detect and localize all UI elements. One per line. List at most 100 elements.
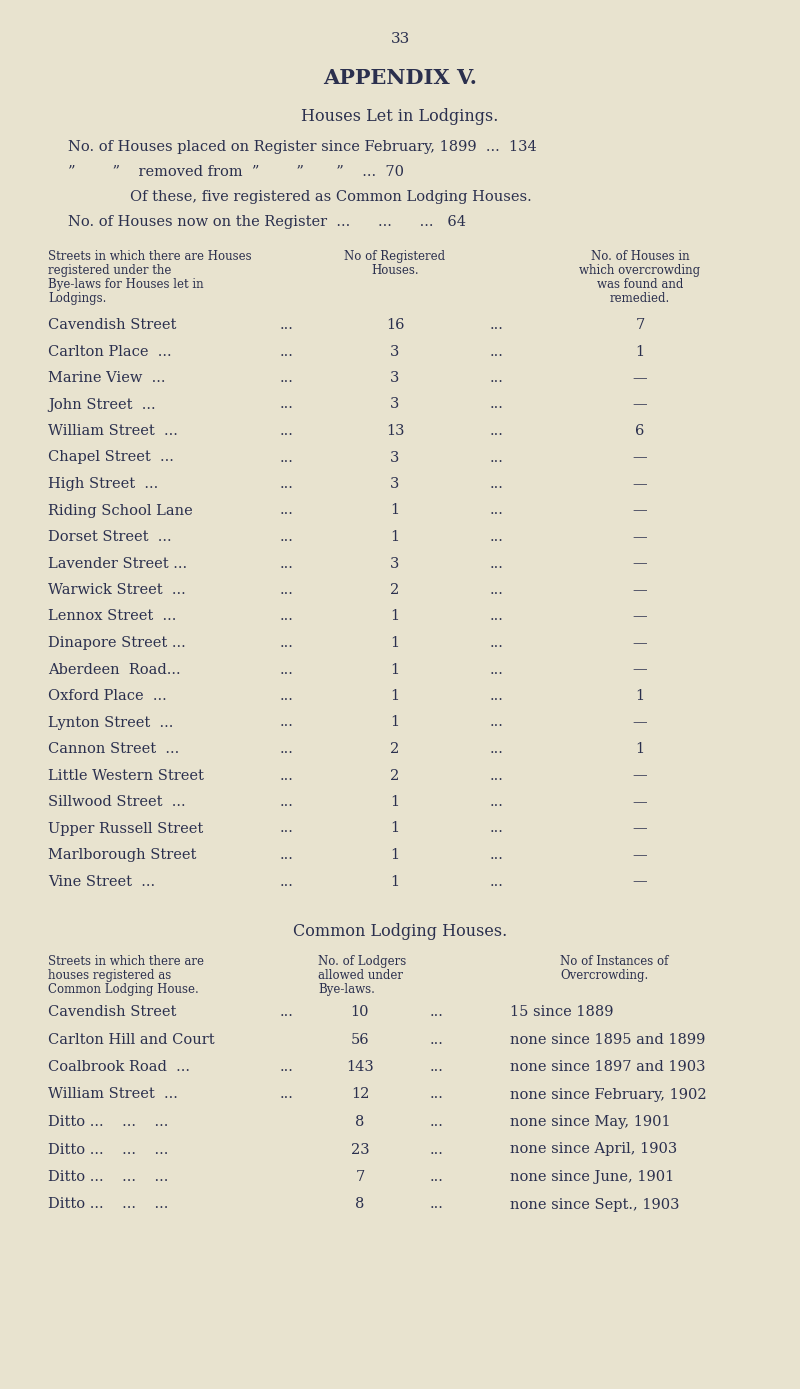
Text: 3: 3 xyxy=(390,397,400,411)
Text: No. of Houses in: No. of Houses in xyxy=(590,250,690,263)
Text: —: — xyxy=(633,768,647,782)
Text: houses registered as: houses registered as xyxy=(48,970,171,982)
Text: No of Registered: No of Registered xyxy=(345,250,446,263)
Text: none since June, 1901: none since June, 1901 xyxy=(510,1170,674,1183)
Text: ...: ... xyxy=(280,318,294,332)
Text: 1: 1 xyxy=(390,663,399,676)
Text: ...: ... xyxy=(430,1088,444,1101)
Text: ...: ... xyxy=(490,715,504,729)
Text: 1: 1 xyxy=(390,875,399,889)
Text: Cavendish Street: Cavendish Street xyxy=(48,1006,176,1020)
Text: Streets in which there are: Streets in which there are xyxy=(48,956,204,968)
Text: 3: 3 xyxy=(390,557,400,571)
Text: Aberdeen  Road...: Aberdeen Road... xyxy=(48,663,181,676)
Text: ...: ... xyxy=(490,503,504,518)
Text: —: — xyxy=(633,610,647,624)
Text: 1: 1 xyxy=(390,689,399,703)
Text: ...: ... xyxy=(490,344,504,358)
Text: ...: ... xyxy=(280,768,294,782)
Text: ...: ... xyxy=(280,557,294,571)
Text: 3: 3 xyxy=(390,371,400,385)
Text: 3: 3 xyxy=(390,476,400,490)
Text: none since 1895 and 1899: none since 1895 and 1899 xyxy=(510,1032,706,1046)
Text: ...: ... xyxy=(280,397,294,411)
Text: ...: ... xyxy=(490,557,504,571)
Text: John Street  ...: John Street ... xyxy=(48,397,156,411)
Text: 1: 1 xyxy=(390,610,399,624)
Text: —: — xyxy=(633,531,647,544)
Text: 1: 1 xyxy=(390,636,399,650)
Text: ...: ... xyxy=(490,742,504,756)
Text: 7: 7 xyxy=(355,1170,365,1183)
Text: which overcrowding: which overcrowding xyxy=(579,264,701,276)
Text: ...: ... xyxy=(280,1088,294,1101)
Text: ...: ... xyxy=(490,795,504,808)
Text: 56: 56 xyxy=(350,1032,370,1046)
Text: ...: ... xyxy=(280,531,294,544)
Text: —: — xyxy=(633,875,647,889)
Text: Common Lodging House.: Common Lodging House. xyxy=(48,983,198,996)
Text: 7: 7 xyxy=(635,318,645,332)
Text: 3: 3 xyxy=(390,450,400,464)
Text: ...: ... xyxy=(280,821,294,836)
Text: —: — xyxy=(633,476,647,490)
Text: ...: ... xyxy=(490,371,504,385)
Text: —: — xyxy=(633,397,647,411)
Text: Cannon Street  ...: Cannon Street ... xyxy=(48,742,179,756)
Text: Chapel Street  ...: Chapel Street ... xyxy=(48,450,174,464)
Text: 1: 1 xyxy=(390,795,399,808)
Text: Lynton Street  ...: Lynton Street ... xyxy=(48,715,174,729)
Text: Oxford Place  ...: Oxford Place ... xyxy=(48,689,166,703)
Text: William Street  ...: William Street ... xyxy=(48,424,178,438)
Text: Lodgings.: Lodgings. xyxy=(48,292,106,306)
Text: 12: 12 xyxy=(351,1088,369,1101)
Text: ...: ... xyxy=(280,583,294,597)
Text: Cavendish Street: Cavendish Street xyxy=(48,318,176,332)
Text: Lavender Street ...: Lavender Street ... xyxy=(48,557,187,571)
Text: ...: ... xyxy=(490,821,504,836)
Text: ...: ... xyxy=(430,1143,444,1157)
Text: ...: ... xyxy=(430,1060,444,1074)
Text: allowed under: allowed under xyxy=(318,970,403,982)
Text: William Street  ...: William Street ... xyxy=(48,1088,178,1101)
Text: High Street  ...: High Street ... xyxy=(48,476,158,490)
Text: Coalbrook Road  ...: Coalbrook Road ... xyxy=(48,1060,190,1074)
Text: ...: ... xyxy=(280,875,294,889)
Text: remedied.: remedied. xyxy=(610,292,670,306)
Text: —: — xyxy=(633,503,647,518)
Text: ...: ... xyxy=(280,849,294,863)
Text: 1: 1 xyxy=(390,531,399,544)
Text: 2: 2 xyxy=(390,742,400,756)
Text: —: — xyxy=(633,715,647,729)
Text: 1: 1 xyxy=(390,503,399,518)
Text: ...: ... xyxy=(490,610,504,624)
Text: ...: ... xyxy=(490,476,504,490)
Text: 1: 1 xyxy=(635,742,645,756)
Text: ...: ... xyxy=(490,663,504,676)
Text: Bye-laws.: Bye-laws. xyxy=(318,983,375,996)
Text: —: — xyxy=(633,583,647,597)
Text: No. of Houses now on the Register  ...      ...      ...   64: No. of Houses now on the Register ... ..… xyxy=(68,215,466,229)
Text: 1: 1 xyxy=(635,344,645,358)
Text: ...: ... xyxy=(490,424,504,438)
Text: ...: ... xyxy=(280,795,294,808)
Text: —: — xyxy=(633,557,647,571)
Text: Upper Russell Street: Upper Russell Street xyxy=(48,821,203,836)
Text: Of these, five registered as Common Lodging Houses.: Of these, five registered as Common Lodg… xyxy=(130,190,532,204)
Text: Riding School Lane: Riding School Lane xyxy=(48,503,193,518)
Text: 8: 8 xyxy=(355,1197,365,1211)
Text: ...: ... xyxy=(490,450,504,464)
Text: —: — xyxy=(633,849,647,863)
Text: —: — xyxy=(633,821,647,836)
Text: 143: 143 xyxy=(346,1060,374,1074)
Text: Carlton Place  ...: Carlton Place ... xyxy=(48,344,172,358)
Text: ...: ... xyxy=(280,663,294,676)
Text: ...: ... xyxy=(430,1032,444,1046)
Text: ...: ... xyxy=(430,1197,444,1211)
Text: ...: ... xyxy=(280,610,294,624)
Text: Dinapore Street ...: Dinapore Street ... xyxy=(48,636,186,650)
Text: Marine View  ...: Marine View ... xyxy=(48,371,166,385)
Text: 3: 3 xyxy=(390,344,400,358)
Text: Sillwood Street  ...: Sillwood Street ... xyxy=(48,795,186,808)
Text: ...: ... xyxy=(280,1060,294,1074)
